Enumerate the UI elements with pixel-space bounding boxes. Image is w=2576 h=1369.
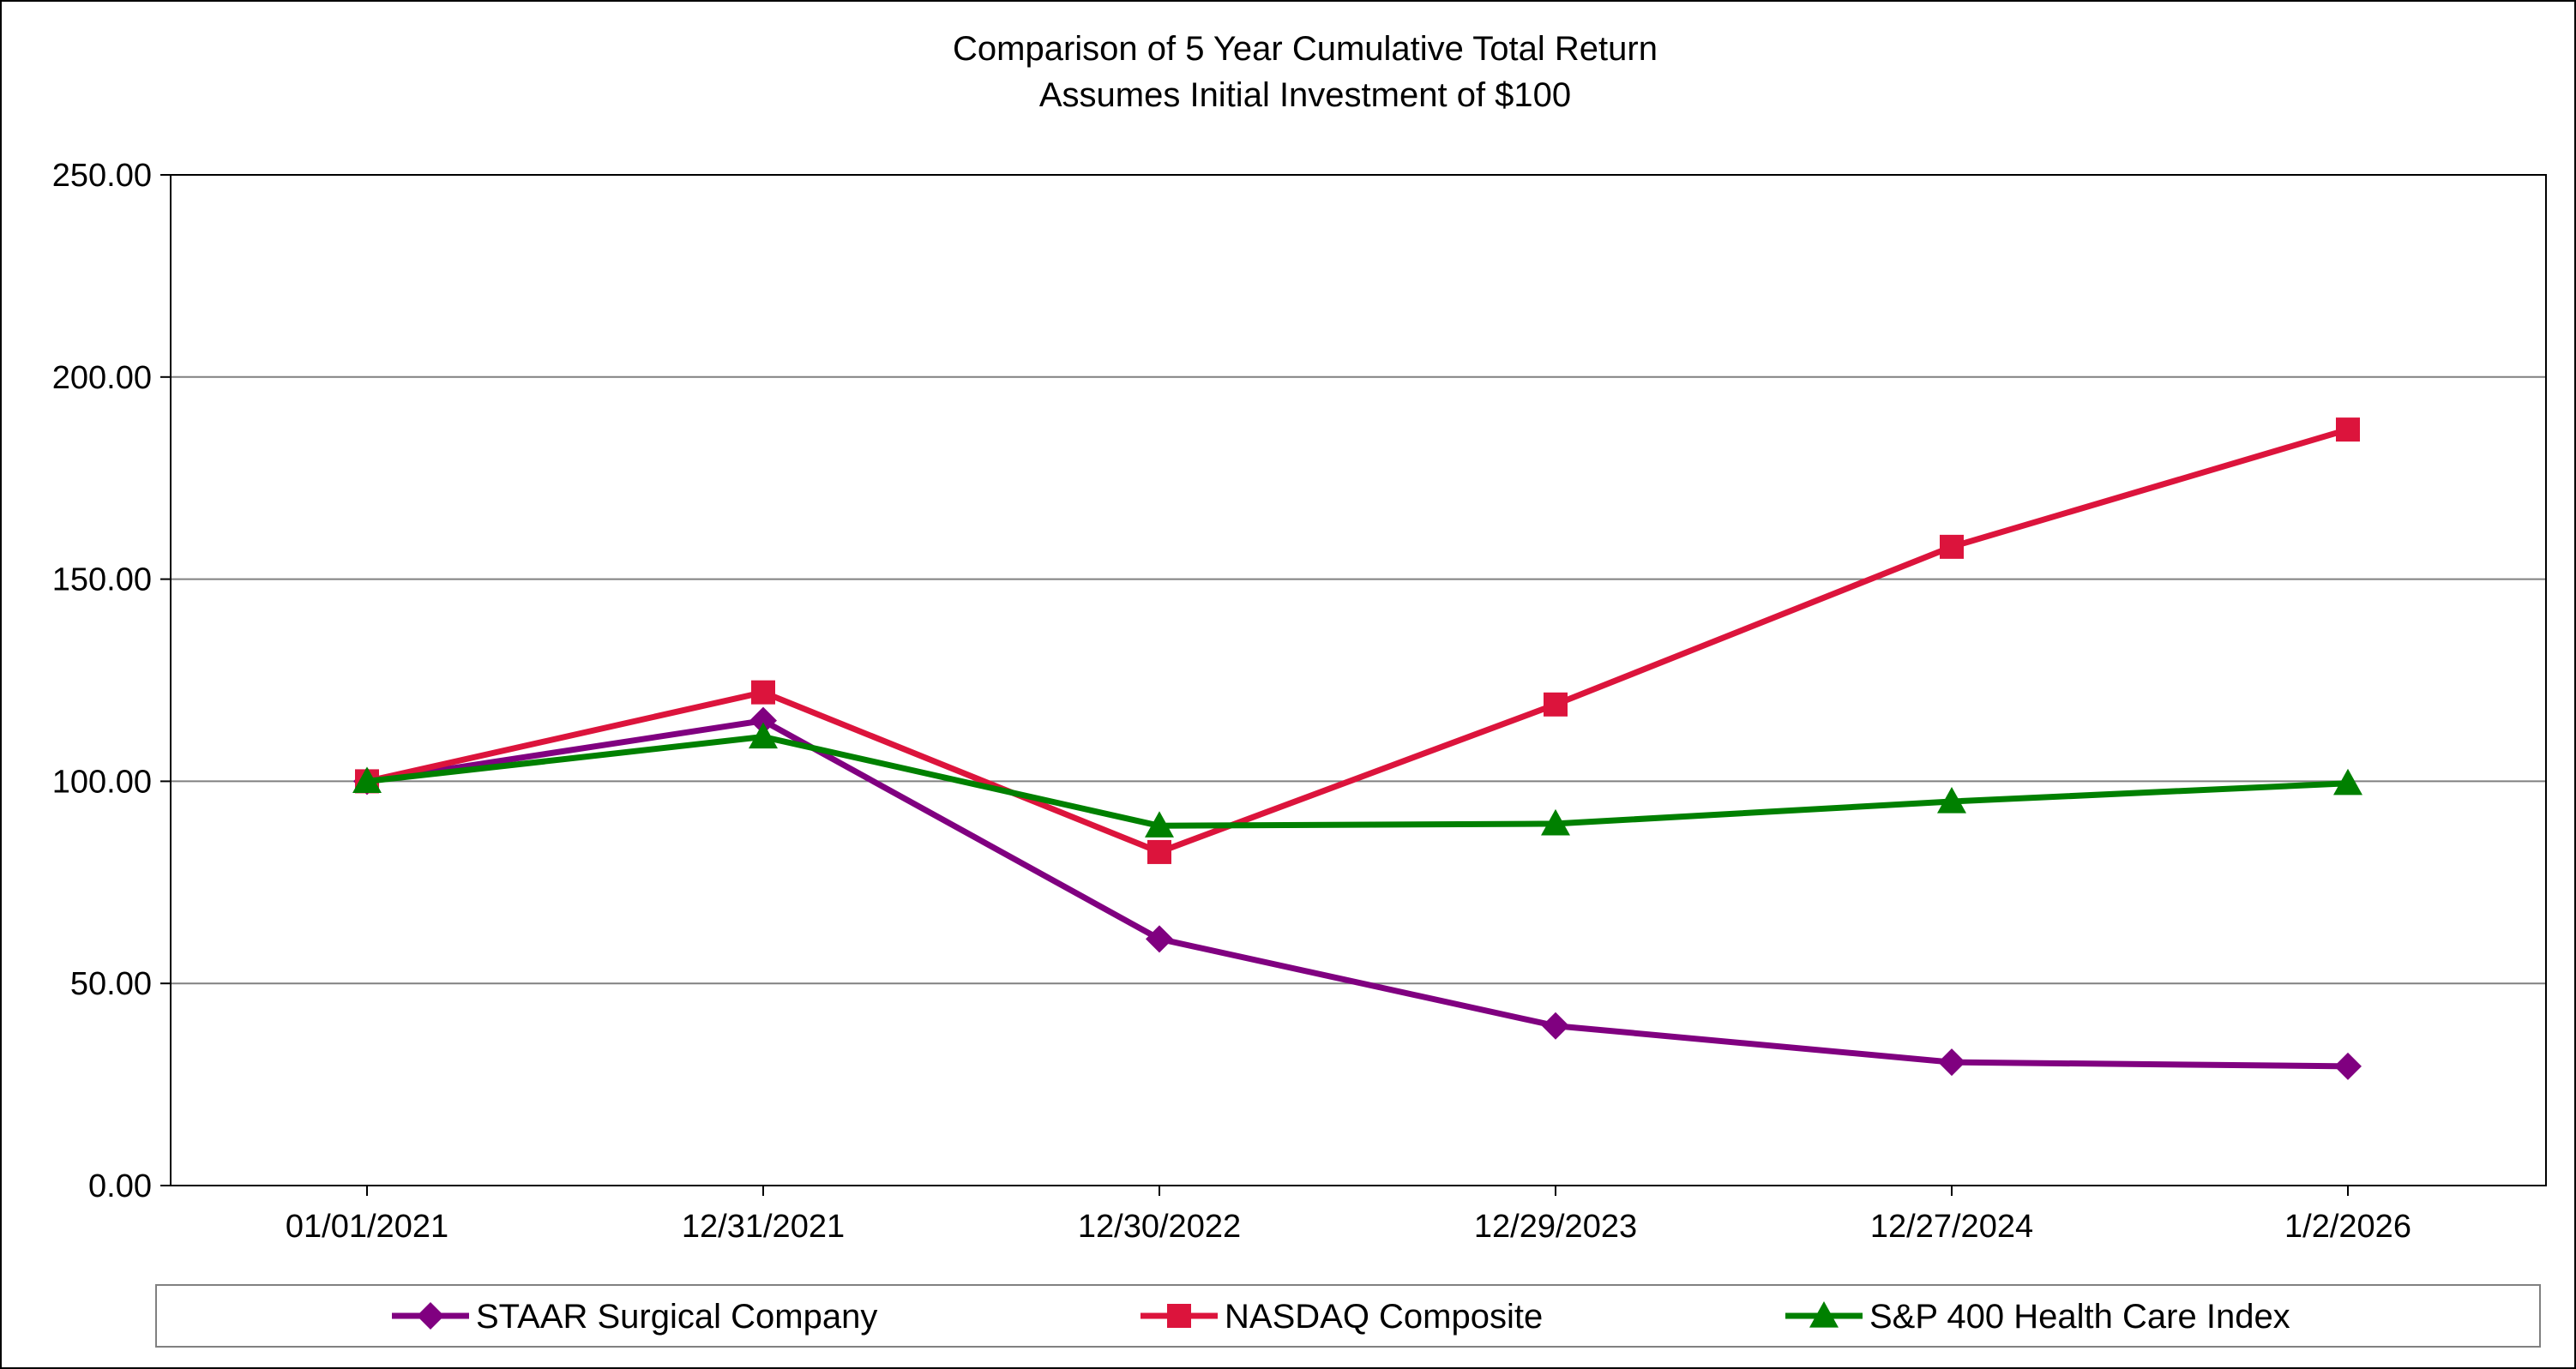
x-tick-label: 12/30/2022 <box>1078 1209 1241 1245</box>
series-line <box>366 426 2349 856</box>
data-point <box>1147 839 1171 864</box>
chart-subtitle: Assumes Initial Investment of $100 <box>1039 76 1571 114</box>
x-tick-label: 12/27/2024 <box>1870 1209 2033 1245</box>
x-tick-label: 12/29/2023 <box>1474 1209 1637 1245</box>
data-point <box>2336 417 2360 442</box>
y-tick-label: 50.00 <box>70 966 152 1002</box>
legend-entry: STAAR Surgical Company <box>392 1298 877 1336</box>
data-point <box>1145 811 1174 838</box>
legend-swatch-marker <box>1809 1301 1839 1328</box>
data-point <box>1544 692 1568 717</box>
y-tick-label: 100.00 <box>52 764 152 800</box>
plot-area-frame <box>170 174 2547 1186</box>
legend-label: STAAR Surgical Company <box>476 1298 877 1336</box>
data-point <box>1940 534 1964 559</box>
data-point <box>352 766 382 793</box>
legend-entry: S&P 400 Health Care Index <box>1785 1298 2290 1336</box>
y-tick-label: 150.00 <box>52 562 152 598</box>
series-line <box>366 734 2349 829</box>
series-triangle <box>352 722 2362 838</box>
data-point <box>749 722 778 749</box>
gridlines <box>171 375 2546 985</box>
legend-entry: NASDAQ Composite <box>1141 1298 1543 1336</box>
data-point <box>1542 1012 1569 1040</box>
x-tick-label: 1/2/2026 <box>2284 1209 2411 1245</box>
data-point <box>1541 808 1570 836</box>
data-point <box>1938 1048 1965 1077</box>
data-point <box>2334 1052 2362 1080</box>
legend-label: NASDAQ Composite <box>1225 1298 1543 1336</box>
data-point <box>1146 925 1173 953</box>
x-tick-label: 12/31/2021 <box>682 1209 845 1245</box>
data-point <box>1937 786 1966 814</box>
legend-swatch-marker <box>417 1302 444 1330</box>
y-tick-label: 0.00 <box>88 1168 152 1204</box>
legend-label: S&P 400 Health Care Index <box>1869 1298 2290 1336</box>
series-layer <box>352 417 2362 1080</box>
y-tick-label: 200.00 <box>52 360 152 396</box>
legend-swatch-marker <box>1167 1304 1191 1328</box>
data-point <box>751 680 775 705</box>
y-tick-label: 250.00 <box>52 158 152 194</box>
legend-box <box>155 1284 2541 1348</box>
data-point <box>2333 768 2362 796</box>
x-tick-label: 01/01/2021 <box>286 1209 448 1245</box>
axes: 0.00 50.00 100.00 150.00 200.00 250.00 01/01/2… <box>52 158 2411 1245</box>
chart-title: Comparison of 5 Year Cumulative Total Re… <box>953 30 1658 68</box>
data-point <box>749 706 777 735</box>
series-diamond <box>353 706 2362 1080</box>
legend: STAAR Surgical Company NASDAQ Composite S&… <box>155 1284 2541 1348</box>
series-line <box>366 718 2349 1070</box>
